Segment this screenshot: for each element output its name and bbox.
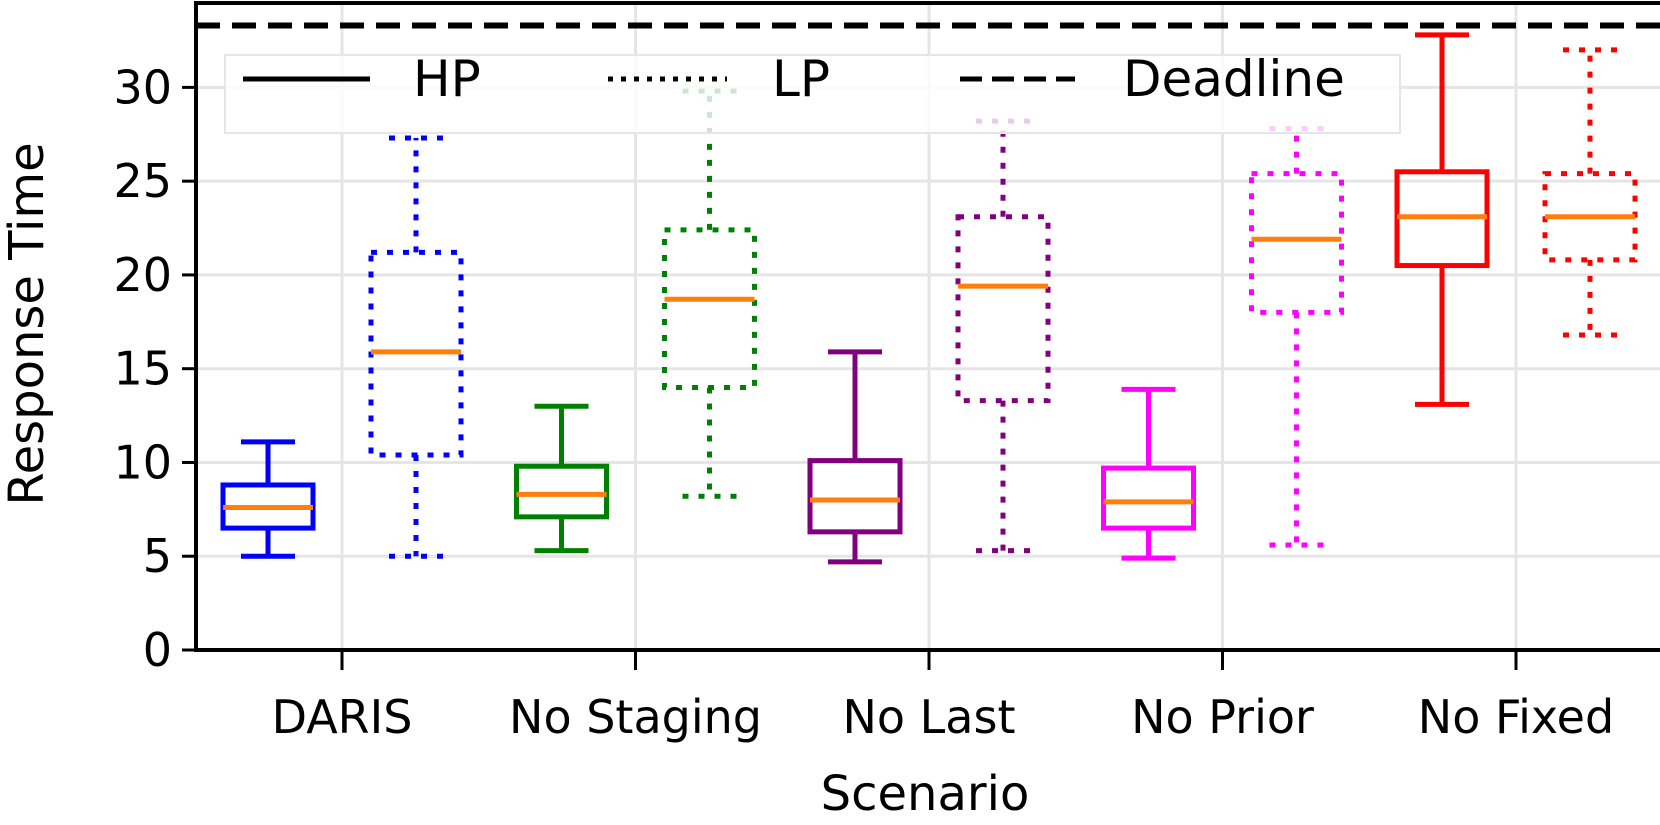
x-tick-label: No Prior (1131, 690, 1314, 744)
box-body (662, 227, 757, 390)
plot-area (196, 22, 1660, 565)
legend-hp-label: HP (413, 50, 481, 108)
x-tick-label: No Last (843, 690, 1016, 744)
y-tick-label: 25 (113, 154, 172, 208)
box-hp-4 (1394, 32, 1490, 407)
box-hp-2 (807, 349, 903, 565)
y-tick-label: 5 (143, 529, 172, 583)
y-axis-label: Response Time (0, 142, 55, 505)
y-tick-label: 0 (143, 623, 172, 677)
y-tick-label: 15 (113, 342, 172, 396)
box-lp-3 (1249, 126, 1344, 548)
box-body (1101, 465, 1196, 531)
box-hp-3 (1101, 386, 1196, 561)
legend-deadline-label: Deadline (1123, 50, 1345, 108)
box-body (1249, 171, 1344, 315)
y-tick-label: 20 (113, 248, 172, 302)
box-lp-2 (955, 118, 1051, 554)
box-lp-4 (1542, 47, 1638, 338)
box-hp-1 (514, 403, 609, 554)
legend: HP LP Deadline (224, 50, 1401, 134)
box-body (514, 463, 609, 520)
legend-frame (224, 54, 1401, 134)
x-tick-label: DARIS (272, 690, 413, 744)
y-tick-label: 10 (113, 435, 172, 489)
box-body (955, 214, 1051, 404)
plot-frame (194, 1, 1660, 652)
box-lp-0 (368, 135, 464, 559)
box-body (807, 458, 903, 535)
x-tick-label: No Fixed (1418, 690, 1614, 744)
box-hp-0 (220, 439, 316, 559)
box-lp-1 (662, 88, 757, 499)
y-tick-label: 30 (113, 60, 172, 114)
x-axis-label: Scenario (821, 766, 1030, 822)
axes: 0 5 10 15 20 25 30 DARIS No Staging No Last No Pri… (113, 1, 1660, 744)
x-tick-label: No Staging (509, 690, 762, 744)
legend-lp-label: LP (772, 50, 830, 108)
